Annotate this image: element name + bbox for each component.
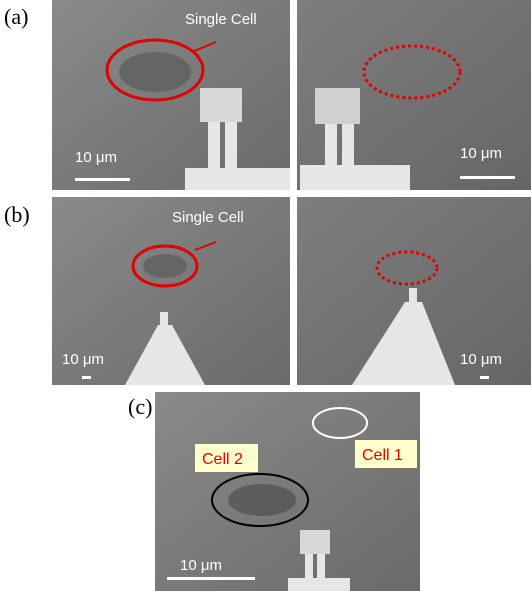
panel-label: (a) <box>4 4 28 29</box>
figure: (a) Single Cell 10 μm 10 μm (b) Single C… <box>0 0 531 591</box>
cell-label: Cell 2 <box>202 451 243 468</box>
scale-bar-label: 10 μm <box>62 351 104 368</box>
cell-label: Cell 1 <box>362 447 403 464</box>
annotation: Single Cell <box>185 11 257 28</box>
panel-label: (c) <box>128 394 152 419</box>
scale-bar <box>82 376 91 379</box>
scale-bar-label: 10 μm <box>460 145 502 162</box>
panel-label: (b) <box>4 202 30 227</box>
probe-tip <box>409 288 417 304</box>
scale-bar <box>480 376 489 379</box>
scale-bar <box>75 178 130 181</box>
cell <box>228 484 296 516</box>
scale-bar-label: 10 μm <box>75 149 117 166</box>
scale-bar <box>167 577 255 580</box>
scale-bar <box>460 176 515 179</box>
scale-bar-label: 10 μm <box>180 557 222 574</box>
annotation: Single Cell <box>172 209 244 226</box>
scale-bar-label: 10 μm <box>460 351 502 368</box>
probe-tip <box>160 312 168 327</box>
cell <box>143 254 187 278</box>
cell <box>119 52 191 92</box>
